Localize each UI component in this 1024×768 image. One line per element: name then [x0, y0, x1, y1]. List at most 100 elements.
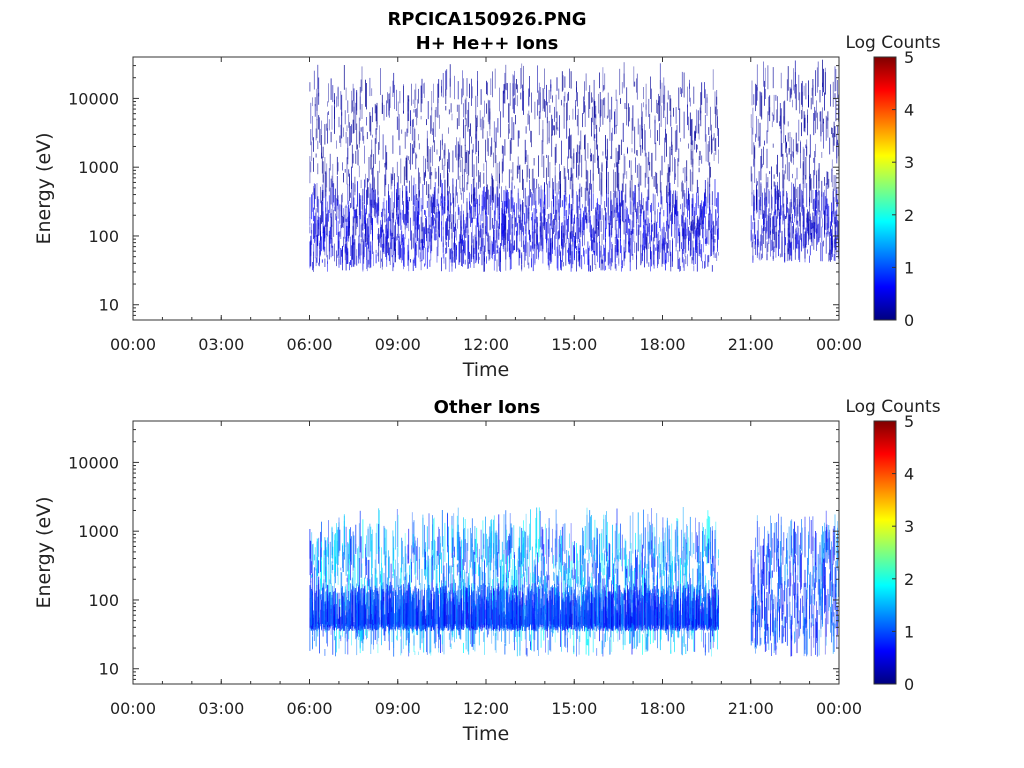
spectrogram-cell: [365, 585, 366, 623]
spectrogram-cell: [801, 189, 802, 212]
spectrogram-cell: [556, 77, 558, 91]
spectrogram-cell: [525, 205, 527, 231]
spectrogram-cell: [372, 619, 373, 631]
spectrogram-cell: [471, 206, 472, 224]
spectrogram-cell: [331, 208, 333, 227]
spectrogram-cell: [705, 196, 707, 215]
spectrogram-cell: [471, 543, 473, 569]
spectrogram-cell: [491, 523, 493, 561]
spectrogram-cell: [695, 203, 696, 216]
spectrogram-cell: [398, 236, 400, 259]
spectrogram-cell: [638, 225, 640, 235]
spectrogram-cell: [566, 229, 568, 244]
spectrogram-cell: [475, 133, 477, 155]
spectrogram-cell: [418, 651, 419, 655]
spectrogram-cell: [338, 116, 340, 128]
spectrogram-cell: [668, 168, 670, 196]
spectrogram-cell: [654, 115, 656, 124]
spectrogram-cell: [711, 265, 713, 272]
spectrogram-cell: [396, 182, 398, 208]
spectrogram-cell: [383, 600, 385, 630]
spectrogram-cell: [659, 212, 661, 232]
spectrogram-cell: [333, 209, 335, 237]
spectrogram-cell: [516, 230, 517, 252]
spectrogram-cell: [750, 166, 752, 182]
spectrogram-cell: [776, 217, 778, 227]
spectrogram-cell: [566, 550, 568, 574]
spectrogram-cell: [484, 623, 485, 655]
spectrogram-cell: [441, 552, 442, 574]
spectrogram-cell: [544, 68, 545, 89]
spectrogram-cell: [413, 109, 415, 113]
spectrogram-cell: [698, 123, 700, 140]
spectrogram-cell: [789, 87, 791, 102]
spectrogram-cell: [387, 616, 388, 625]
spectrogram-cell: [360, 224, 362, 238]
spectrogram-cell: [413, 127, 415, 154]
spectrogram-cell: [774, 182, 776, 197]
spectrogram-cell: [614, 237, 616, 245]
spectrogram-cell: [396, 161, 398, 177]
spectrogram-cell: [694, 207, 696, 225]
spectrogram-cell: [620, 215, 621, 241]
spectrogram-cell: [565, 193, 567, 202]
spectrogram-cell: [450, 601, 452, 626]
spectrogram-cell: [516, 203, 517, 227]
spectrogram-cell: [391, 232, 393, 240]
spectrogram-cell: [470, 253, 471, 268]
spectrogram-cell: [550, 212, 552, 226]
spectrogram-cell: [711, 227, 713, 240]
spectrogram-cell: [501, 145, 503, 154]
spectrogram-cell: [309, 598, 311, 627]
spectrogram-cell: [697, 219, 699, 235]
spectrogram-cell: [505, 64, 507, 91]
spectrogram-cell: [485, 618, 486, 630]
spectrogram-cell: [708, 220, 710, 245]
spectrogram-cell: [508, 608, 510, 628]
spectrogram-cell: [829, 249, 831, 261]
spectrogram-cell: [322, 161, 324, 183]
spectrogram-cell: [617, 204, 619, 218]
spectrogram-cell: [555, 209, 557, 235]
spectrogram-cell: [663, 222, 665, 249]
spectrogram-cell: [324, 246, 326, 256]
spectrogram-cell: [710, 209, 711, 233]
spectrogram-cell: [453, 597, 455, 629]
spectrogram-cell: [497, 209, 499, 229]
spectrogram-cell: [335, 619, 336, 628]
spectrogram-cell: [347, 100, 349, 113]
spectrogram-cell: [796, 167, 798, 180]
spectrogram-cell: [317, 196, 319, 213]
spectrogram-cell: [601, 259, 603, 264]
spectrogram-cell: [556, 523, 558, 562]
spectrogram-cell: [752, 255, 754, 263]
spectrogram-cell: [764, 80, 765, 106]
spectrogram-cell: [613, 169, 614, 192]
spectrogram-cell: [659, 207, 661, 211]
spectrogram-cell: [473, 585, 475, 628]
spectrogram-cell: [480, 529, 482, 560]
spectrogram-cell: [603, 85, 605, 91]
spectrogram-cell: [332, 245, 334, 257]
spectrogram-cell: [503, 611, 505, 629]
spectrogram-cell: [343, 592, 344, 630]
spectrogram-cell: [356, 208, 358, 224]
spectrogram-cell: [386, 583, 388, 626]
spectrogram-cell: [718, 215, 719, 230]
spectrogram-cell: [642, 126, 643, 153]
spectrogram-cell: [474, 234, 476, 254]
spectrogram-cell: [313, 137, 314, 152]
spectrogram-cell: [651, 152, 652, 177]
spectrogram-cell: [504, 590, 506, 627]
spectrogram-cell: [793, 68, 794, 91]
spectrogram-cell: [538, 90, 539, 106]
spectrogram-cell: [476, 242, 478, 262]
spectrogram-cell: [701, 82, 703, 105]
spectrogram-cell: [511, 232, 513, 255]
spectrogram-cell: [563, 610, 565, 626]
spectrogram-cell: [709, 207, 711, 215]
spectrogram-cell: [350, 203, 351, 209]
spectrogram-cell: [401, 625, 403, 654]
spectrogram-cell: [427, 184, 429, 199]
spectrogram-cell: [681, 214, 682, 227]
